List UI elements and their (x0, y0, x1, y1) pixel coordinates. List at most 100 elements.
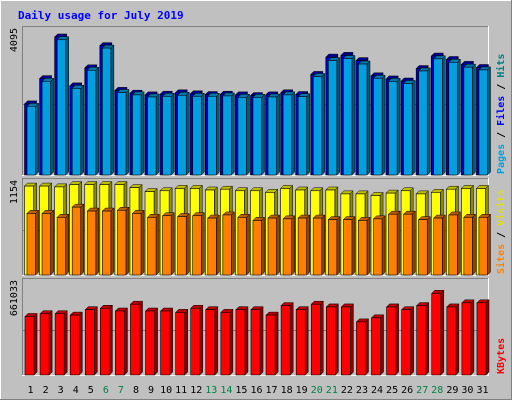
bar-sites-side (351, 216, 356, 276)
bar-files-side (426, 67, 431, 176)
bar-kbytes (175, 312, 186, 376)
bar-sites (373, 218, 383, 276)
bar-kbytes-side (350, 303, 354, 376)
bar-files (132, 94, 142, 176)
bar-files-side (472, 63, 476, 176)
bar-sites-side (426, 216, 431, 276)
series-kbytes (24, 289, 490, 376)
bar-sites-side (321, 214, 326, 276)
bar-files (267, 96, 277, 176)
x-tick-label: 15 (235, 385, 247, 396)
x-tick-label: 16 (250, 385, 262, 396)
bar-sites-side (336, 216, 341, 276)
x-tick-label: 28 (431, 385, 443, 396)
bar-sites-side (261, 216, 265, 276)
bar-sites (403, 213, 413, 276)
legend-bottom: KBytes (496, 338, 507, 374)
bar-sites (71, 206, 82, 276)
bar-sites (463, 216, 473, 276)
bar-sites-side (396, 210, 401, 276)
bar-files-side (442, 55, 446, 176)
bar-kbytes-side (199, 304, 204, 376)
bar-kbytes-side (380, 314, 384, 376)
bar-files-side (351, 54, 356, 176)
bar-sites (237, 216, 247, 276)
bar-files (222, 95, 232, 176)
bar-sites (222, 214, 232, 276)
bar-sites-side (411, 210, 416, 276)
bar-sites (358, 220, 368, 276)
bar-sites (297, 217, 308, 276)
x-tick-label: 1 (28, 385, 34, 396)
bar-sites (418, 219, 428, 276)
bar-files-side (291, 91, 295, 176)
bar-files (56, 39, 66, 176)
bar-files-side (185, 91, 190, 176)
bar-kbytes (84, 309, 95, 376)
x-axis-labels: 1 2 3 4 5 6 7 8 9 10 11 12 13 14 15 16 17 18 19 20 21 22 23 24 2… (28, 385, 489, 396)
x-tick-label: 30 (461, 385, 473, 396)
bar-files-side (231, 92, 235, 176)
x-tick-label: 8 (133, 385, 139, 396)
x-tick-label: 2 (43, 385, 49, 396)
legend-part: Pages (496, 144, 507, 174)
bar-files-side (216, 92, 220, 176)
bar-sites (86, 210, 97, 276)
bar-kbytes (401, 309, 411, 376)
bar-kbytes (250, 309, 261, 376)
bar-sites-side (201, 212, 205, 276)
bar-files-side (457, 58, 461, 176)
bar-kbytes (190, 307, 201, 376)
bar-kbytes (356, 321, 366, 376)
x-tick-label: 20 (311, 385, 323, 396)
bar-kbytes (39, 313, 50, 376)
bar-kbytes (235, 309, 246, 376)
bar-kbytes-side (274, 311, 279, 376)
bar-sites-side (35, 209, 39, 276)
bar-sites-side (170, 212, 175, 276)
bar-files (192, 95, 202, 176)
bar-kbytes-side (184, 308, 188, 376)
bar-kbytes-side (244, 306, 249, 376)
bar-kbytes (54, 313, 65, 376)
bar-sites (192, 215, 202, 276)
bar-files (252, 97, 262, 176)
bar-files (237, 97, 247, 176)
bar-files-side (110, 44, 115, 176)
bar-sites-side (366, 216, 371, 276)
bar-files (418, 70, 428, 176)
x-tick-label: 5 (88, 385, 94, 396)
bar-files (71, 88, 82, 176)
bar-files-side (261, 93, 265, 176)
bar-sites-side (231, 211, 235, 276)
x-tick-label: 25 (386, 385, 398, 396)
bar-kbytes (115, 310, 125, 376)
x-tick-label: 10 (160, 385, 172, 396)
x-tick-label: 27 (416, 385, 428, 396)
legend-middle: Sites / Visits (495, 190, 507, 274)
series-files (26, 36, 492, 176)
bar-kbytes-side (154, 307, 158, 376)
bar-kbytes (461, 302, 472, 376)
bar-files (373, 77, 383, 176)
bar-kbytes-side (440, 289, 445, 376)
bar-sites (343, 219, 353, 276)
bar-kbytes-side (410, 306, 414, 376)
x-tick-label: 24 (371, 385, 383, 396)
bar-kbytes (130, 303, 140, 376)
bar-kbytes (476, 302, 487, 376)
bar-sites (448, 214, 458, 276)
bar-kbytes (280, 305, 291, 376)
bar-kbytes (145, 310, 155, 376)
bar-sites (252, 220, 262, 276)
bar-files-side (411, 79, 416, 176)
bar-files-side (140, 91, 145, 176)
bar-kbytes (310, 303, 321, 376)
legend-part: Visits (495, 190, 507, 226)
bar-files-side (366, 60, 371, 176)
bar-files (448, 62, 458, 176)
bar-kbytes (160, 310, 170, 376)
max-label-top: 4095 (9, 28, 20, 52)
bar-kbytes-side (48, 310, 53, 376)
bar-sites-side (65, 213, 69, 276)
